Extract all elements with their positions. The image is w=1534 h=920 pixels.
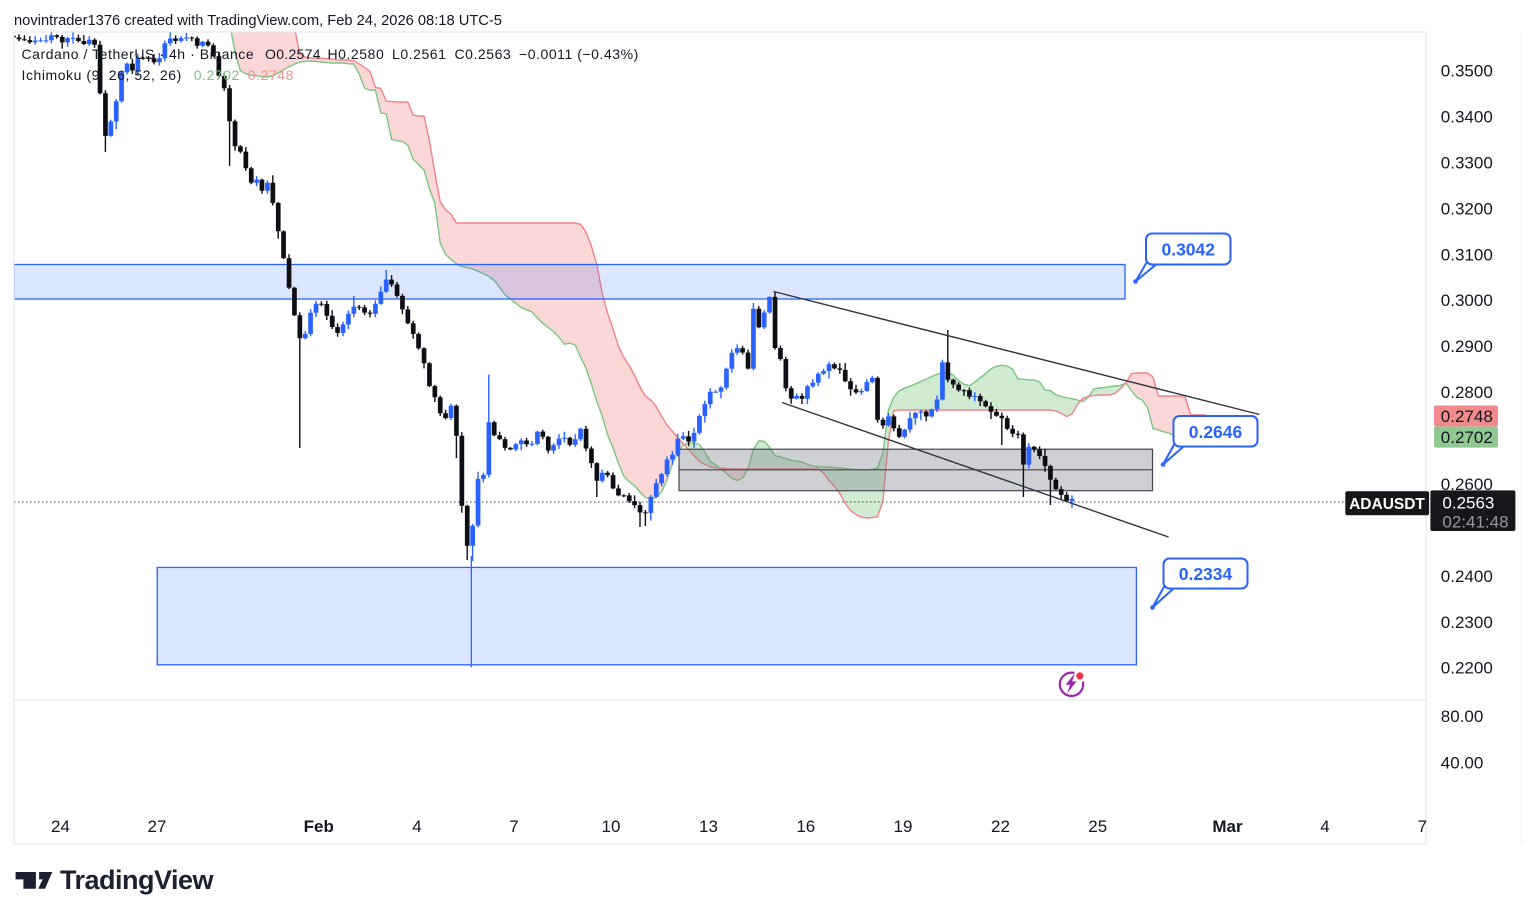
- svg-text:0.2563: 0.2563: [1442, 494, 1494, 513]
- svg-text:0.2748: 0.2748: [1441, 407, 1493, 426]
- svg-text:4: 4: [412, 817, 421, 836]
- svg-text:16: 16: [796, 817, 815, 836]
- svg-text:0.2200: 0.2200: [1441, 659, 1493, 678]
- svg-text:Ichimoku (9, 26, 52, 26)0.2702: Ichimoku (9, 26, 52, 26) 0.2702 0.2748: [22, 67, 294, 83]
- svg-text:Feb: Feb: [304, 817, 334, 836]
- svg-text:02:41:48: 02:41:48: [1442, 513, 1508, 532]
- svg-text:0.2600: 0.2600: [1441, 475, 1493, 494]
- svg-text:Cardano / TetherUS · 4h · Bina: Cardano / TetherUS · 4h · Binance O0.2574…: [22, 46, 639, 62]
- svg-text:0.2334: 0.2334: [1179, 564, 1233, 584]
- svg-text:13: 13: [699, 817, 718, 836]
- svg-text:0.3100: 0.3100: [1441, 245, 1493, 264]
- svg-text:0.2400: 0.2400: [1441, 567, 1493, 586]
- svg-text:7: 7: [509, 817, 518, 836]
- svg-text:10: 10: [602, 817, 621, 836]
- svg-text:0.3400: 0.3400: [1441, 108, 1493, 127]
- svg-text:0.3200: 0.3200: [1441, 199, 1493, 218]
- svg-text:22: 22: [991, 817, 1010, 836]
- svg-text:0.2300: 0.2300: [1441, 613, 1493, 632]
- svg-text:0.2800: 0.2800: [1441, 383, 1493, 402]
- svg-text:0.2900: 0.2900: [1441, 337, 1493, 356]
- svg-text:TradingView: TradingView: [60, 865, 215, 895]
- svg-text:0.3500: 0.3500: [1441, 62, 1493, 81]
- svg-text:0.3042: 0.3042: [1161, 240, 1215, 260]
- svg-text:27: 27: [148, 817, 167, 836]
- svg-text:0.2702: 0.2702: [1441, 428, 1493, 447]
- svg-text:novintrader1376 created with T: novintrader1376 created with TradingView…: [14, 13, 502, 29]
- svg-text:0.3300: 0.3300: [1441, 154, 1493, 173]
- svg-text:ADAUSDT: ADAUSDT: [1349, 496, 1425, 513]
- svg-text:25: 25: [1088, 817, 1107, 836]
- svg-text:Mar: Mar: [1212, 817, 1243, 836]
- svg-text:7: 7: [1418, 817, 1427, 836]
- svg-text:80.00: 80.00: [1441, 707, 1484, 726]
- svg-text:0.2646: 0.2646: [1189, 422, 1243, 442]
- svg-text:0.3000: 0.3000: [1441, 291, 1493, 310]
- svg-text:19: 19: [894, 817, 913, 836]
- svg-text:4: 4: [1320, 817, 1329, 836]
- svg-text:40.00: 40.00: [1441, 754, 1484, 773]
- svg-text:24: 24: [51, 817, 70, 836]
